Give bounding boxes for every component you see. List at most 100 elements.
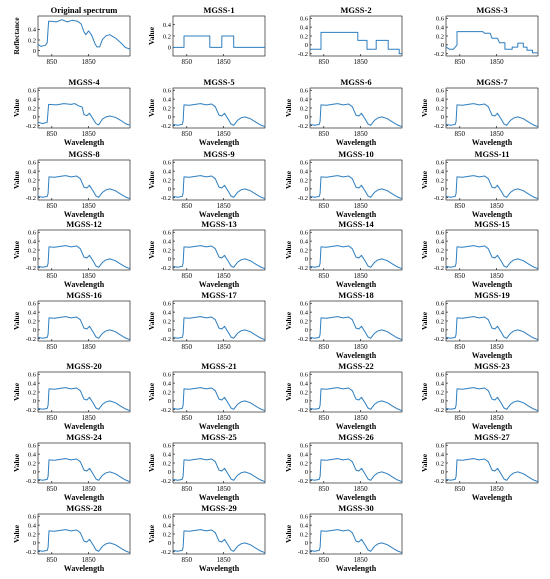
y-tick-label: 0 — [33, 327, 36, 334]
y-axis-label: Value — [420, 453, 429, 472]
y-tick-label: 0.4 — [436, 24, 445, 31]
y-tick-label: 0.4 — [436, 168, 445, 175]
y-axis-label: Value — [12, 311, 21, 330]
x-tick-label: 850 — [47, 556, 58, 564]
x-axis-label: Wavelength — [336, 210, 377, 219]
x-tick-label: 850 — [47, 202, 58, 210]
spectrum-line — [446, 176, 538, 199]
y-tick-label: 0.2 — [436, 33, 444, 40]
y-tick-label: -0.2 — [434, 51, 444, 58]
axes-frame — [38, 88, 130, 128]
x-tick-label: 850 — [47, 58, 58, 66]
axes-frame — [446, 160, 538, 200]
y-tick-label: 0.4 — [300, 238, 309, 245]
y-tick-label: 0.4 — [163, 522, 172, 529]
x-tick-label: 850 — [182, 485, 193, 493]
x-tick-label: 1850 — [82, 202, 97, 210]
y-axis-label: Value — [420, 98, 429, 117]
y-tick-label: 0.2 — [163, 177, 171, 184]
y-tick-label: 0 — [305, 186, 308, 193]
x-tick-label: 1850 — [82, 58, 97, 66]
spectrum-line — [173, 176, 265, 199]
y-tick-label: -0.2 — [298, 195, 308, 202]
subplot-20: MGSS-19 850 1850 -0.2 0 0.2 0.40.6 Value Wavelen… — [420, 290, 538, 360]
x-tick-label: 850 — [455, 202, 466, 210]
axes-frame — [173, 443, 265, 483]
y-tick-label: 0.6 — [436, 301, 445, 308]
x-tick-label: 1850 — [82, 272, 97, 280]
y-tick-label: -0.2 — [26, 195, 36, 202]
subplot-title: MGSS-12 — [66, 219, 101, 229]
y-axis-label: Value — [12, 170, 21, 189]
y-tick-label: 0.6 — [163, 230, 172, 237]
x-tick-label: 1850 — [354, 130, 369, 138]
subplot-19: MGSS-18 850 1850 -0.2 0 0.2 0.40.6 Value Wavelen… — [284, 290, 402, 360]
y-axis-label: Value — [420, 240, 429, 259]
x-tick-label: 1850 — [82, 130, 97, 138]
subplot-title: MGSS-4 — [68, 77, 100, 87]
y-tick-label: 0 — [441, 327, 444, 334]
axes-frame — [310, 514, 402, 554]
x-axis-label: Wavelength — [336, 280, 377, 289]
y-tick-label: -0.2 — [161, 549, 171, 556]
y-tick-label: -0.2 — [298, 123, 308, 130]
y-tick-label: 0.4 — [163, 380, 172, 387]
subplot-6: MGSS-5 850 1850 -0.2 0 0.2 0.40.6 Value Waveleng… — [147, 77, 265, 147]
y-tick-label: 0.6 — [300, 514, 309, 521]
y-tick-label: -0.2 — [298, 265, 308, 272]
x-tick-label: 850 — [455, 343, 466, 351]
y-tick-label: 0 — [33, 256, 36, 263]
subplot-title: MGSS-22 — [338, 361, 373, 371]
axes-frame — [173, 514, 265, 554]
axes-frame — [38, 443, 130, 483]
x-tick-label: 1850 — [490, 58, 505, 66]
x-axis-label: Wavelength — [199, 493, 240, 502]
y-axis-label: Value — [284, 453, 293, 472]
spectrum-line — [173, 459, 265, 482]
y-tick-label: 0 — [305, 540, 308, 547]
y-tick-label: 0.2 — [436, 177, 444, 184]
y-tick-label: 0.6 — [28, 301, 37, 308]
y-tick-label: 0.2 — [163, 389, 171, 396]
subplot-title: MGSS-20 — [66, 361, 101, 371]
x-tick-label: 1850 — [490, 130, 505, 138]
y-tick-label: 0 — [168, 45, 171, 52]
y-tick-label: 0 — [33, 469, 36, 476]
y-axis-label: Value — [12, 382, 21, 401]
subplot-29: MGSS-28 850 1850 -0.2 0 0.2 0.40.6 Value Wavelen… — [12, 503, 130, 573]
y-tick-label: 0 — [305, 469, 308, 476]
x-tick-label: 1850 — [82, 485, 97, 493]
x-tick-label: 1850 — [490, 414, 505, 422]
x-tick-label: 850 — [47, 272, 58, 280]
x-tick-label: 850 — [319, 556, 330, 564]
y-tick-label: 0.2 — [436, 460, 444, 467]
subplot-4: MGSS-3 850 1850 -0.2 0 0.2 0.40.6 — [434, 5, 538, 66]
y-axis-label: Value — [12, 524, 21, 543]
axes-frame — [38, 372, 130, 412]
spectrum-line — [310, 104, 402, 127]
x-tick-label: 1850 — [354, 272, 369, 280]
x-tick-label: 850 — [182, 556, 193, 564]
y-tick-label: 0 — [441, 42, 444, 49]
y-tick-label: 0.6 — [163, 514, 172, 521]
spectrum-line — [173, 388, 265, 411]
y-tick-label: 0 — [168, 256, 171, 263]
spectrum-line — [446, 246, 538, 269]
y-tick-label: -0.2 — [434, 123, 444, 130]
y-axis-label: Value — [147, 26, 156, 45]
axes-frame — [310, 88, 402, 128]
subplot-13: MGSS-12 850 1850 -0.2 0 0.2 0.40.6 Value Wavelen… — [12, 219, 130, 289]
spectrum-line — [38, 388, 130, 411]
y-tick-label: 0.6 — [163, 301, 172, 308]
axes-frame — [446, 16, 538, 56]
y-tick-label: 0.6 — [436, 160, 445, 167]
x-tick-label: 850 — [319, 58, 330, 66]
axes-frame — [310, 160, 402, 200]
x-tick-label: 1850 — [217, 130, 232, 138]
spectrum-line — [173, 530, 265, 553]
axes-frame — [446, 301, 538, 341]
subplot-title: MGSS-14 — [338, 219, 374, 229]
subplot-8: MGSS-7 850 1850 -0.2 0 0.2 0.40.6 Value Waveleng… — [420, 77, 538, 147]
y-tick-label: 0.2 — [163, 33, 171, 40]
y-tick-label: -0.2 — [161, 336, 171, 343]
